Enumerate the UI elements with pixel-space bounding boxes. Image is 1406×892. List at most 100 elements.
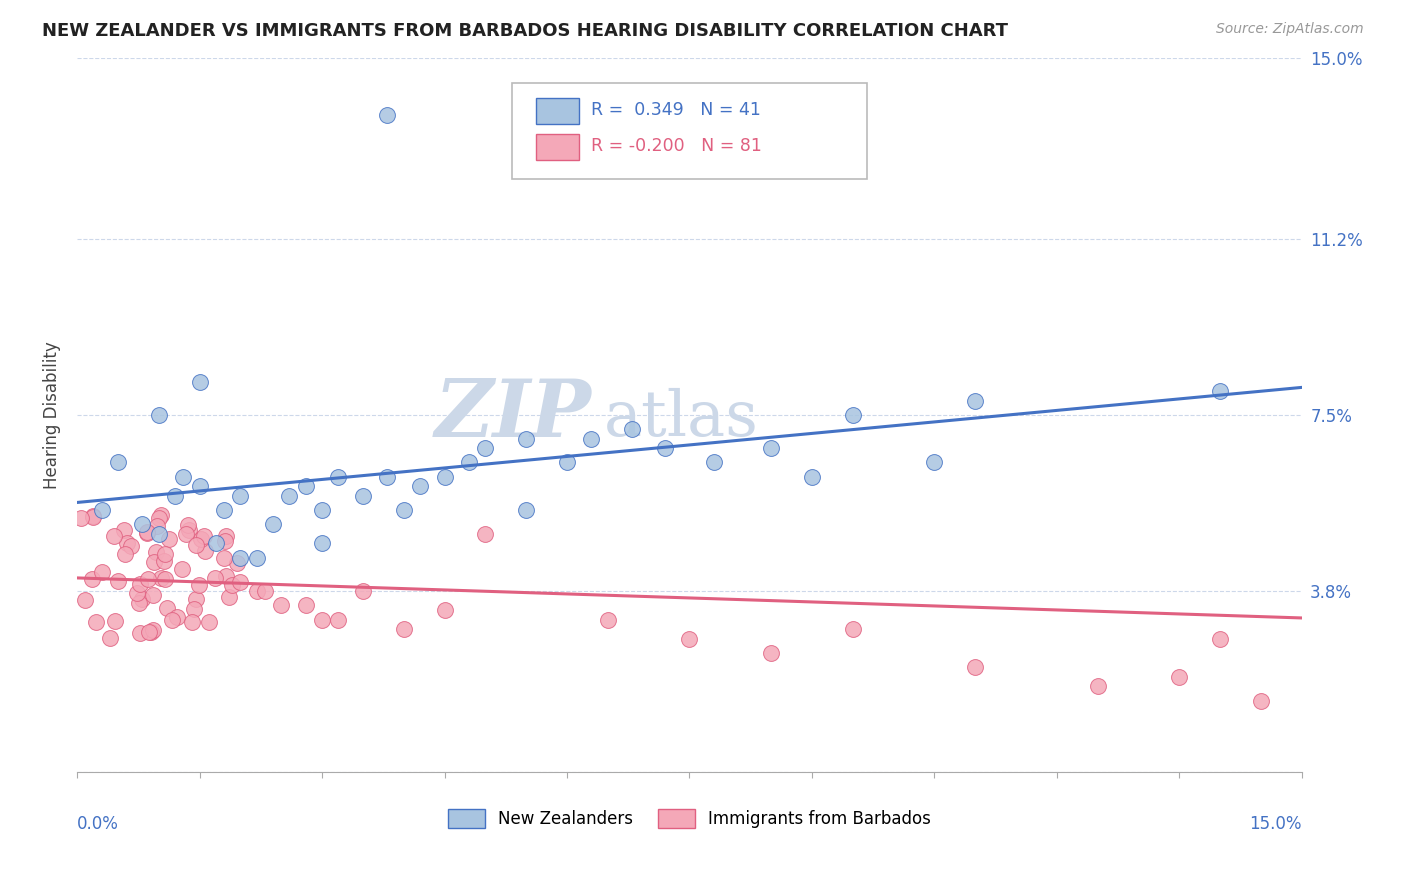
Point (184, 538, 207, 552)
Point (270, 599, 292, 613)
Point (198, 615, 221, 629)
Point (229, 574, 252, 589)
Point (70, 510, 93, 524)
Point (112, 523, 135, 537)
Point (148, 511, 170, 525)
Point (193, 529, 215, 543)
Point (98, 631, 121, 645)
Point (221, 578, 243, 592)
Point (800, 470, 823, 484)
Point (82, 510, 104, 524)
Point (311, 613, 333, 627)
Point (328, 613, 350, 627)
Legend: New Zealanders, Immigrants from Barbados: New Zealanders, Immigrants from Barbados (441, 803, 938, 835)
Point (114, 547, 136, 561)
Text: NEW ZEALANDER VS IMMIGRANTS FROM BARBADOS HEARING DISABILITY CORRELATION CHART: NEW ZEALANDER VS IMMIGRANTS FROM BARBADO… (42, 22, 1008, 40)
Point (136, 525, 159, 540)
Point (181, 615, 204, 629)
Point (104, 614, 127, 628)
Point (138, 624, 160, 639)
Point (1087, 679, 1109, 693)
Point (190, 532, 212, 546)
Point (841, 408, 863, 422)
Point (172, 562, 194, 576)
Point (294, 479, 316, 493)
Point (409, 479, 432, 493)
Point (107, 455, 129, 469)
Point (328, 470, 350, 484)
Point (80, 572, 103, 586)
Text: 15.0%: 15.0% (1250, 815, 1302, 833)
Point (84, 615, 107, 630)
Point (458, 455, 481, 469)
Point (555, 455, 578, 469)
Point (186, 592, 208, 607)
Point (703, 455, 725, 469)
Point (474, 441, 496, 455)
Point (278, 489, 301, 503)
Text: R =  0.349   N = 41: R = 0.349 N = 41 (592, 102, 761, 120)
Point (194, 544, 217, 558)
Point (924, 455, 946, 469)
Point (82, 508, 104, 523)
Point (965, 660, 987, 674)
Point (188, 479, 211, 493)
Point (759, 646, 782, 660)
Point (162, 613, 184, 627)
Text: R = -0.200   N = 81: R = -0.200 N = 81 (592, 137, 762, 155)
Point (115, 536, 138, 550)
Point (433, 470, 456, 484)
Point (678, 632, 700, 646)
Point (188, 577, 211, 591)
Point (1209, 384, 1232, 398)
Point (229, 550, 252, 565)
Point (352, 584, 374, 599)
Point (262, 517, 284, 532)
Point (128, 596, 150, 610)
Point (311, 536, 333, 550)
Point (515, 503, 537, 517)
FancyBboxPatch shape (536, 98, 579, 124)
Point (149, 508, 172, 522)
Point (183, 602, 205, 616)
Point (433, 603, 456, 617)
Point (146, 519, 169, 533)
Point (352, 489, 374, 503)
Point (176, 517, 198, 532)
Point (214, 533, 236, 548)
Text: atlas: atlas (603, 388, 759, 449)
Point (153, 547, 176, 561)
Point (392, 622, 415, 636)
Point (148, 408, 170, 422)
Point (218, 590, 240, 604)
Point (172, 470, 194, 484)
Point (474, 527, 496, 541)
Point (153, 573, 176, 587)
Point (138, 572, 160, 586)
Point (131, 517, 153, 532)
Point (174, 527, 197, 541)
Point (129, 576, 152, 591)
Point (204, 570, 226, 584)
Point (127, 586, 149, 600)
Point (375, 108, 398, 122)
Point (149, 571, 172, 585)
Point (212, 550, 235, 565)
Point (311, 503, 333, 517)
Point (148, 527, 170, 541)
Point (654, 441, 676, 455)
Point (515, 432, 537, 446)
Point (145, 545, 167, 559)
Point (375, 470, 398, 484)
Point (139, 624, 162, 639)
Point (229, 489, 252, 503)
Point (107, 574, 129, 588)
Point (246, 550, 269, 565)
Point (156, 601, 179, 615)
Point (179, 524, 201, 538)
Point (157, 532, 180, 546)
Point (253, 584, 276, 599)
FancyBboxPatch shape (512, 83, 868, 179)
Point (103, 529, 125, 543)
Point (581, 432, 603, 446)
